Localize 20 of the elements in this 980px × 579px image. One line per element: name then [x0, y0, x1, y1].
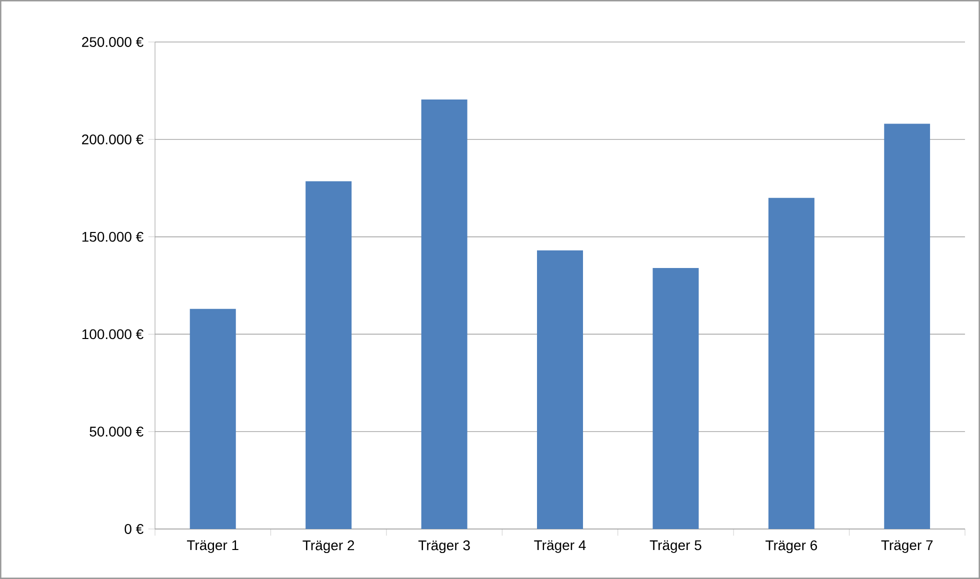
x-tick-label: Träger 3 [418, 540, 470, 554]
x-tick-label: Träger 1 [186, 540, 238, 553]
x-tick-label: Träger 7 [881, 540, 933, 553]
bar [768, 198, 814, 529]
x-tick-label: Träger 6 [766, 540, 817, 554]
bar [421, 99, 468, 529]
x-tick-label: Träger 4 [534, 540, 586, 553]
y-tick-label: 50.000 € [90, 426, 144, 437]
y-tick-label: 250.000 € [82, 37, 144, 47]
bar [306, 181, 352, 529]
bar [190, 308, 236, 529]
x-tick-label: Träger 2 [302, 540, 354, 554]
bar [884, 124, 930, 529]
y-tick-label: 150.000 € [82, 232, 144, 242]
x-tick-label: Träger 5 [650, 540, 702, 553]
y-tick-label: 200.000 € [82, 134, 144, 144]
bar [652, 268, 699, 529]
bar [537, 250, 584, 529]
y-tick-label: 0 € [124, 524, 144, 534]
y-tick-label: 100.000 € [82, 329, 144, 340]
